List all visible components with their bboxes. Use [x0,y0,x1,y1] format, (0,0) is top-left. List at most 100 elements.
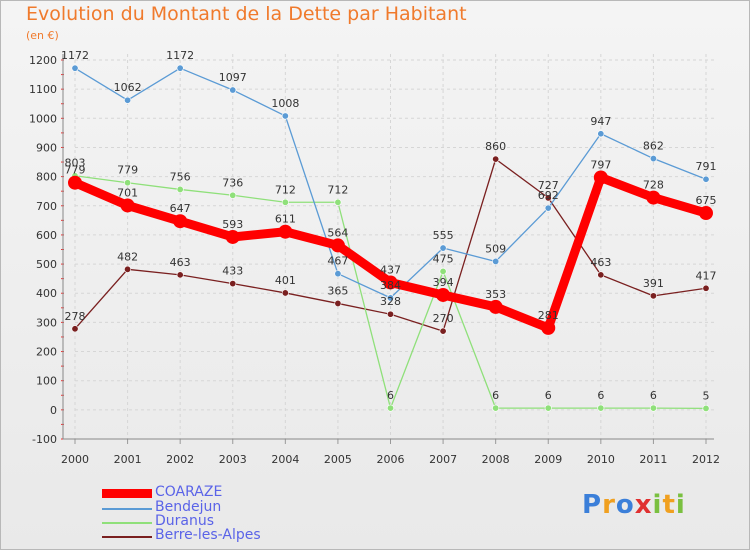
data-label-bendejun: 1008 [271,97,299,110]
data-label-duranus: 6 [387,389,394,402]
data-label-bendejun: 1172 [61,49,89,62]
data-label-berre-les-alpes: 433 [222,265,243,278]
data-label-coaraze: 728 [643,179,664,192]
data-label-layer: 779 701 647 593 611 564 437 394 353 281 797 728 675 1… [61,49,717,402]
data-point-bendejun [439,244,447,252]
series-duranus [71,172,710,412]
data-label-bendejun: 1172 [166,49,194,62]
data-label-berre-les-alpes: 482 [117,250,138,263]
data-point-bendejun [334,270,342,278]
data-point-duranus [492,404,500,412]
data-label-bendejun: 555 [433,229,454,242]
legend-swatch-berre-les-alpes [102,536,152,538]
data-point-duranus [544,404,552,412]
data-label-bendejun: 862 [643,140,664,153]
logo-letter: i [652,490,663,520]
data-point-coaraze [68,175,82,190]
y-tick-label: 300 [36,316,57,329]
data-point-berre-les-alpes [124,265,132,273]
data-point-bendejun [71,64,79,72]
x-tick-label: 2012 [692,453,720,466]
data-label-berre-les-alpes: 278 [65,310,86,323]
data-label-berre-les-alpes: 860 [485,140,506,153]
data-label-coaraze: 394 [433,276,454,289]
data-label-duranus: 803 [65,157,86,170]
data-label-berre-les-alpes: 270 [433,312,454,325]
data-label-coaraze: 611 [275,213,296,226]
x-tick-label: 2007 [429,453,457,466]
data-point-coaraze [120,198,135,213]
series-layer [68,64,713,412]
data-label-duranus: 475 [433,252,454,265]
series-bendejun [71,64,710,302]
y-tick-label: 900 [36,141,57,154]
legend-swatch-coaraze [102,489,152,498]
y-tick-label: 0 [50,404,57,417]
data-point-berre-les-alpes [649,292,657,300]
data-point-duranus [176,185,184,193]
data-label-berre-les-alpes: 463 [590,256,611,269]
data-point-duranus [281,198,289,206]
data-point-bendejun [544,204,552,212]
grid [74,54,714,440]
x-tick-label: 2008 [482,453,510,466]
data-point-coaraze [436,287,451,302]
data-point-duranus [597,404,605,412]
data-label-coaraze: 797 [590,158,611,171]
legend-swatch-duranus [102,522,152,524]
logo-letter: i [675,490,686,520]
data-label-duranus: 6 [650,389,657,402]
data-label-bendejun: 1062 [114,81,142,94]
x-tick-label: 2011 [639,453,667,466]
data-point-coaraze [225,229,240,244]
x-axis-tick-labels: 2000 2001 2002 2003 2004 2005 2006 2007 2008 2009… [61,453,720,466]
data-label-coaraze: 675 [696,194,717,207]
logo-letter: x [634,490,653,520]
data-label-berre-les-alpes: 727 [538,179,559,192]
y-tick-label: -100 [32,433,57,446]
data-point-bendejun [229,86,237,94]
x-tick-label: 2005 [324,453,352,466]
x-tick-label: 2003 [219,453,247,466]
x-tick-label: 2002 [166,453,194,466]
data-point-berre-les-alpes [386,310,394,318]
data-point-coaraze [646,190,661,205]
x-tick-label: 2000 [61,453,89,466]
data-label-berre-les-alpes: 401 [275,274,296,287]
data-label-bendejun: 791 [696,160,717,173]
data-label-bendejun: 467 [327,255,348,268]
data-point-bendejun [597,130,605,138]
data-label-duranus: 6 [545,389,552,402]
chart-unit-label: (en €) [26,29,59,42]
y-tick-label: 1200 [29,54,57,67]
logo-letter: t [662,490,676,520]
data-label-duranus: 6 [597,389,604,402]
legend-swatch-bendejun [102,508,152,510]
data-point-berre-les-alpes [229,280,237,288]
data-point-berre-les-alpes [176,271,184,279]
data-point-coaraze [488,299,503,314]
data-label-coaraze: 593 [222,218,243,231]
data-point-duranus [702,404,710,412]
data-label-coaraze: 564 [327,226,348,239]
logo-letter: P [582,490,603,520]
data-point-duranus [649,404,657,412]
data-point-duranus [124,179,132,187]
x-tick-label: 2004 [271,453,299,466]
chart-title: Evolution du Montant de la Dette par Hab… [26,3,467,25]
legend-label-duranus: Duranus [155,513,215,529]
data-label-duranus: 712 [327,183,348,196]
data-label-duranus: 736 [222,176,243,189]
data-label-duranus: 5 [703,389,710,402]
data-point-coaraze [173,214,188,229]
data-point-duranus [229,191,237,199]
data-point-bendejun [649,155,657,163]
y-tick-label: 1100 [29,83,57,96]
data-label-duranus: 712 [275,183,296,196]
data-point-duranus [334,198,342,206]
data-label-bendejun: 384 [380,279,401,292]
data-point-duranus [439,267,447,275]
data-point-coaraze [593,170,608,185]
series-berre-les-alpes [71,155,710,335]
y-tick-label: 100 [36,375,57,388]
